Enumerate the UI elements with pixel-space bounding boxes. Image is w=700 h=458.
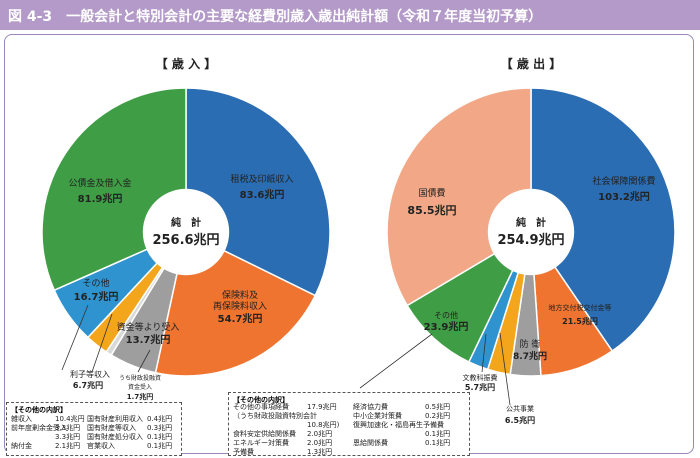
exp-breakdown-cell-3-1: 2.0兆円 [307, 430, 333, 438]
exp-breakdown-cell-4-0: エネルギー対策費 [233, 439, 289, 447]
rev-value-bond: 81.9兆円 [78, 192, 123, 205]
exp-breakdown-cell-4-3: 0.1兆円 [425, 439, 451, 447]
exp-breakdown-cell-0-1: 17.9兆円 [307, 403, 337, 411]
rev-breakdown-cell-2-1: 3.3兆円 [55, 433, 81, 441]
rev-label-tax: 租税及印紙収入 [230, 173, 293, 185]
pie0-center-label: 純 計 [171, 216, 201, 229]
rev-label-bond: 公債金及借入金 [68, 177, 131, 189]
exp-breakdown-cell-0-0: その他の事項経費 [233, 403, 289, 411]
rev-label-fund-sub1: うち財政投融資 [119, 374, 161, 382]
rev-label-interest: 利子等収入 [70, 369, 110, 379]
rev-leader-interest [91, 313, 113, 373]
exp-label-public: 公共事業 [506, 404, 534, 413]
exp-label-edu: 文教科振費 [463, 373, 498, 382]
exp-leader-other [359, 333, 433, 389]
exp-value-defense: 8.7兆円 [513, 350, 547, 362]
rev-breakdown-cell-3-1: 2.1兆円 [55, 442, 81, 450]
pie1-center-label: 純 計 [516, 216, 546, 229]
exp-breakdown-cell-2-1: 10.8兆円) [307, 421, 340, 429]
rev-label-other: その他 [82, 277, 109, 289]
rev-breakdown-cell-2-3: 0.1兆円 [147, 433, 173, 441]
exp-leader-edu [481, 333, 487, 373]
rev-breakdown-cell-0-0: 雑収入 [11, 415, 32, 423]
rev-breakdown-cell-1-2: 国有財産等収入 [87, 424, 136, 432]
rev-value-fund-sub: 1.7兆円 [127, 392, 153, 401]
rev-leader-other [61, 304, 89, 371]
exp-breakdown-cell-1-3: 0.2兆円 [425, 412, 451, 420]
exp-breakdown-cell-2-2: 復興加速化・福島再生予備費 [353, 421, 444, 429]
figure-header: 図 4-3 一般会計と特別会計の主要な経費別歳入歳出純計額（令和７年度当初予算） [0, 0, 700, 30]
pie1-slice-0 [530, 87, 676, 352]
exp-breakdown-cell-4-2: 恩給関係費 [353, 439, 388, 447]
exp-leader-public [499, 332, 511, 406]
expenditure-breakdown-title: 【その他の内訳】 [233, 396, 289, 404]
exp-breakdown-cell-5-1: 1.3兆円 [307, 448, 333, 456]
rev-breakdown-cell-1-1: 3.3兆円 [55, 424, 81, 432]
rev-value-tax: 83.6兆円 [240, 188, 285, 201]
exp-value-local: 21.5兆円 [562, 316, 598, 326]
rev-breakdown-cell-1-0: 前年度剰余金受入 [11, 424, 67, 432]
revenue-breakdown-title: 【その他の内訳】 [11, 406, 67, 414]
pie1-slice-5 [406, 230, 533, 363]
exp-breakdown-cell-3-3: 0.1兆円 [425, 430, 451, 438]
pie0-center-hole [142, 188, 230, 276]
pie1-center-hole [487, 188, 575, 276]
exp-value-public: 6.5兆円 [505, 415, 535, 425]
exp-breakdown-cell-5-0: 予備費 [233, 448, 254, 456]
exp-breakdown-cell-1-0: （うち財政投融資特別会計 [233, 412, 317, 420]
exp-value-edu: 5.7兆円 [465, 382, 495, 392]
exp-label-social: 社会保障関係費 [592, 175, 655, 187]
exp-label-defense: 防 衛 [520, 338, 541, 350]
pie1-title: 【 歳 出 】 [501, 56, 562, 71]
rev-value-fund: 13.7兆円 [126, 333, 171, 346]
expenditure-other-breakdown: 【その他の内訳】 その他の事項経費 17.9兆円 経済協力費 0.5兆円 （うち財政投融… [228, 392, 470, 456]
rev-label-fund: 資金等より受入 [117, 321, 180, 333]
rev-breakdown-cell-3-0: 納付金 [11, 442, 32, 450]
rev-value-ins: 54.7兆円 [218, 312, 263, 325]
rev-breakdown-cell-1-3: 0.3兆円 [147, 424, 173, 432]
pie1-center-value: 254.9兆円 [497, 232, 564, 248]
exp-breakdown-cell-1-2: 中小企業対策費 [353, 412, 402, 420]
exp-value-debt: 85.5兆円 [407, 203, 456, 217]
exp-label-debt: 国債費 [418, 187, 445, 199]
revenue-other-breakdown: 【その他の内訳】 雑収入 10.4兆円 国有財産利用収入 0.4兆円前年度剰余金受入 3… [6, 402, 182, 456]
figure-title: 図 4-3 一般会計と特別会計の主要な経費別歳入歳出純計額（令和７年度当初予算） [8, 9, 543, 25]
rev-label-fund-sub2: 資金受入 [128, 383, 152, 391]
exp-label-local: 地方交付税交付金等 [549, 303, 612, 312]
rev-label-ins2: 再保険料収入 [213, 300, 267, 312]
rev-label-ins1: 保険料及 [222, 289, 258, 301]
exp-value-social: 103.2兆円 [598, 190, 650, 203]
rev-breakdown-cell-2-2: 国有財産処分収入 [87, 433, 143, 441]
exp-breakdown-cell-3-0: 食料安定供給関係費 [233, 430, 296, 438]
rev-breakdown-cell-3-2: 官業収入 [87, 442, 115, 450]
rev-breakdown-cell-0-3: 0.4兆円 [147, 415, 173, 423]
exp-breakdown-cell-0-2: 経済協力費 [353, 403, 388, 411]
exp-value-other: 23.9兆円 [424, 320, 469, 333]
pie0-center-value: 256.6兆円 [152, 232, 219, 248]
exp-breakdown-cell-0-3: 0.5兆円 [425, 403, 451, 411]
rev-breakdown-cell-0-1: 10.4兆円 [55, 415, 85, 423]
rev-leader-fund-sub [137, 349, 151, 373]
exp-label-other: その他 [434, 310, 458, 320]
rev-value-other: 16.7兆円 [74, 290, 119, 303]
pie0-title: 【 歳 入 】 [156, 56, 217, 71]
rev-breakdown-cell-0-2: 国有財産利用収入 [87, 415, 143, 423]
exp-breakdown-cell-4-1: 2.0兆円 [307, 439, 333, 447]
rev-value-interest: 6.7兆円 [73, 380, 103, 390]
rev-breakdown-cell-3-3: 0.1兆円 [147, 442, 173, 450]
